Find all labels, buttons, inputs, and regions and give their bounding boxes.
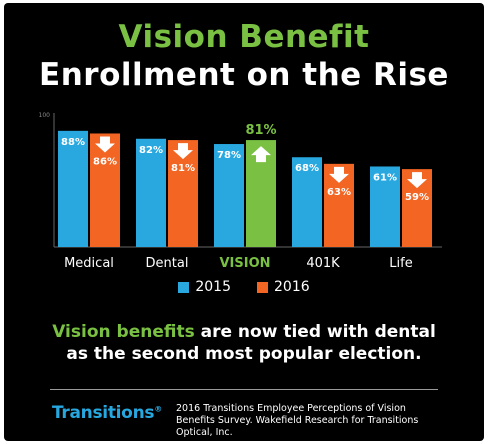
arrow-down-icon: [407, 172, 427, 189]
data-label-2016-vision: 81%: [245, 123, 276, 138]
logo-text: Transitions: [52, 403, 155, 423]
data-label-2016-life: 59%: [405, 192, 429, 203]
category-label-401k: 401K: [306, 256, 340, 271]
legend-swatch-2015: [178, 281, 190, 293]
chart-legend: 2015 2016: [4, 279, 484, 295]
bar-2015-medical: [58, 130, 88, 247]
bar-2015-life: [370, 166, 400, 247]
bar-2015-401k: [292, 157, 322, 247]
legend-swatch-2016: [257, 281, 268, 293]
data-label-2015-life: 61%: [373, 172, 397, 183]
caption-line2: as the second most popular election.: [66, 344, 422, 364]
bar-2015-vision: [214, 144, 244, 247]
legend-label-2015: 2015: [195, 279, 231, 295]
category-label-life: Life: [389, 256, 412, 271]
data-label-2016-401k: 63%: [327, 187, 351, 198]
source-note: 2016 Transitions Employee Perceptions of…: [176, 403, 419, 438]
arrow-down-icon: [95, 136, 115, 153]
data-label-2016-medical: 86%: [93, 156, 117, 167]
arrow-up-icon: [251, 146, 271, 163]
bar-2015-dental: [136, 138, 166, 247]
title-line-2: Enrollment on the Rise: [39, 57, 449, 93]
legend-item-2016: 2016: [257, 279, 310, 295]
data-label-2015-401k: 68%: [295, 163, 319, 174]
data-label-2015-vision: 78%: [217, 150, 241, 161]
category-label-medical: Medical: [64, 256, 114, 271]
legend-label-2016: 2016: [274, 279, 310, 295]
legend-item-2015: 2015: [178, 279, 231, 295]
category-label-vision: VISION: [219, 256, 270, 271]
caption-highlight: Vision benefits: [52, 322, 195, 342]
data-label-2015-dental: 82%: [139, 145, 163, 156]
category-label-dental: Dental: [146, 256, 189, 271]
data-label-2015-medical: 88%: [61, 137, 85, 148]
transitions-logo: Transitions®: [52, 403, 162, 423]
divider: [50, 389, 438, 390]
infographic-frame: Vision Benefit Enrollment on the Rise 10…: [4, 3, 484, 441]
arrow-down-icon: [329, 166, 349, 183]
bar-chart: 100 88% 86% Medical 82% 81% Dental 78% 81% VISION…: [39, 112, 442, 271]
title-line-1: Vision Benefit: [118, 19, 370, 55]
logo-mark: ®: [154, 404, 162, 414]
data-label-2016-dental: 81%: [171, 163, 195, 174]
y-tick-label-top: 100: [39, 112, 51, 119]
caption: Vision benefits are now tied with dental…: [4, 321, 484, 365]
caption-line1-rest: are now tied with dental: [194, 322, 436, 342]
arrow-down-icon: [173, 143, 193, 160]
